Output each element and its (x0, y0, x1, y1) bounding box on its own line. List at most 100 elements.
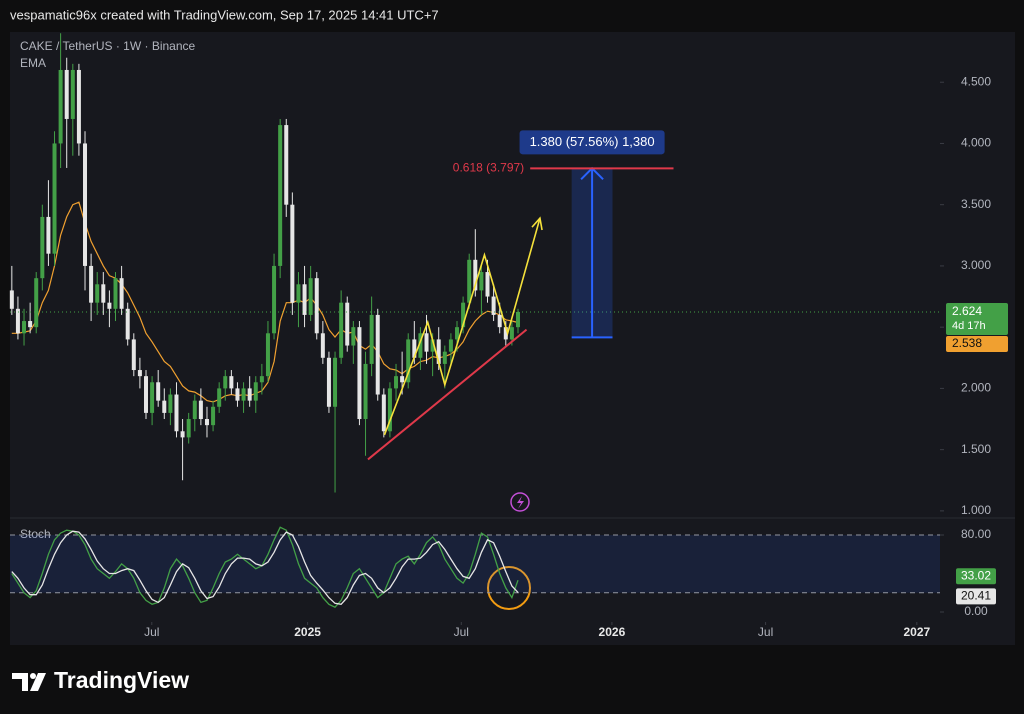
x-tick-label: 2025 (294, 625, 321, 639)
candle-body (381, 394, 386, 432)
footer-brand: TradingView (54, 667, 189, 693)
candle-body (333, 357, 338, 407)
header: vespamatic96x created with TradingView.c… (10, 7, 439, 22)
candle-body (412, 339, 417, 358)
candle-body (284, 125, 289, 205)
candle-body (418, 333, 423, 358)
candle-body (89, 265, 94, 303)
candle-body (278, 125, 283, 266)
candle-body (461, 302, 466, 328)
candle-body (70, 69, 75, 119)
candle-body (211, 406, 216, 426)
candle-body (351, 327, 356, 346)
stoch-band (10, 535, 940, 593)
indicator-label: EMA (20, 56, 46, 70)
event-icon[interactable] (510, 492, 530, 512)
candle-body (119, 278, 124, 309)
measure-label: 1.380 (57.56%) 1,380 (530, 134, 655, 149)
y-tick-label: 1.000 (961, 503, 991, 517)
candle-body (363, 363, 368, 420)
last-price-label: 2.624 (952, 304, 982, 318)
candle-body (491, 296, 496, 315)
fib-label: 0.618 (3.797) (453, 160, 524, 174)
candle-body (198, 400, 203, 420)
candle-body (46, 216, 51, 254)
x-tick-label: Jul (144, 625, 159, 639)
candle-body (76, 69, 81, 144)
stoch-value-label: 33.02 (961, 568, 991, 582)
candle-body (131, 339, 136, 371)
candle-body (345, 302, 350, 346)
candle-body (339, 302, 344, 358)
candle-body (406, 339, 411, 383)
candle-body (204, 419, 209, 426)
candle-body (448, 339, 453, 352)
y-tick-label: 1.500 (961, 442, 991, 456)
y-tick-label: 3.500 (961, 197, 991, 211)
candle-body (442, 351, 447, 364)
candle-body (308, 278, 313, 315)
candle-body (241, 388, 246, 401)
candle-body (424, 333, 429, 352)
candle-body (28, 321, 33, 328)
pattern-line (383, 217, 541, 436)
candle-body (186, 419, 191, 438)
x-tick-label: Jul (758, 625, 773, 639)
trendline (367, 328, 528, 461)
candle-body (40, 216, 45, 279)
candle-body (259, 376, 264, 383)
candle-body (369, 314, 374, 364)
y-tick-label: 3.000 (961, 258, 991, 272)
candle-body (125, 308, 130, 340)
candle-body (326, 357, 331, 407)
x-tick-label: 2027 (903, 625, 930, 639)
candle-body (430, 339, 435, 352)
candle-body (357, 327, 362, 420)
candle-body (247, 388, 252, 401)
logo-mark (30, 673, 46, 691)
candle-body (302, 284, 307, 315)
stoch-line (11, 530, 519, 605)
candle-body (503, 327, 508, 340)
logo: TradingView (12, 667, 189, 693)
candle-body (83, 143, 88, 266)
candle-body (168, 394, 173, 413)
candle-body (497, 314, 502, 328)
x-tick-label: Jul (454, 625, 469, 639)
candle-body (479, 272, 484, 291)
candle-body (290, 204, 295, 303)
y-tick-label: 2.000 (961, 381, 991, 395)
candle-body (485, 272, 490, 297)
candle-body (400, 376, 405, 383)
candle-body (101, 284, 106, 303)
candle-body (143, 376, 148, 413)
candle-body (162, 400, 167, 413)
ema-line (11, 201, 519, 403)
candle-body (473, 259, 478, 291)
candle-body (64, 69, 69, 119)
pattern-arrowhead (531, 216, 543, 231)
candle-body (455, 327, 460, 340)
candle-body (22, 321, 27, 334)
y-tick-label: 80.00 (961, 527, 991, 541)
candle-body (375, 314, 380, 395)
stoch-title: Stoch (20, 527, 51, 541)
candle-body (107, 302, 112, 309)
y-tick-label: 4.000 (961, 136, 991, 150)
candle-body (58, 69, 63, 144)
y-tick-label: 0.00 (964, 604, 988, 618)
candle-body (95, 284, 100, 303)
symbol-title: CAKE / TetherUS · 1W · Binance (20, 39, 196, 53)
stoch-value-badge (956, 588, 996, 605)
ema-value-label: 2.538 (952, 336, 982, 350)
candle-body (137, 370, 142, 377)
ema-badge (946, 335, 1008, 352)
candle-body (515, 311, 520, 328)
candle-body (9, 290, 14, 309)
candle-body (223, 376, 228, 389)
candle-body (113, 278, 118, 309)
stoch-value-label: 20.41 (961, 589, 991, 603)
stoch-line (11, 526, 519, 608)
candle-body (180, 431, 185, 438)
